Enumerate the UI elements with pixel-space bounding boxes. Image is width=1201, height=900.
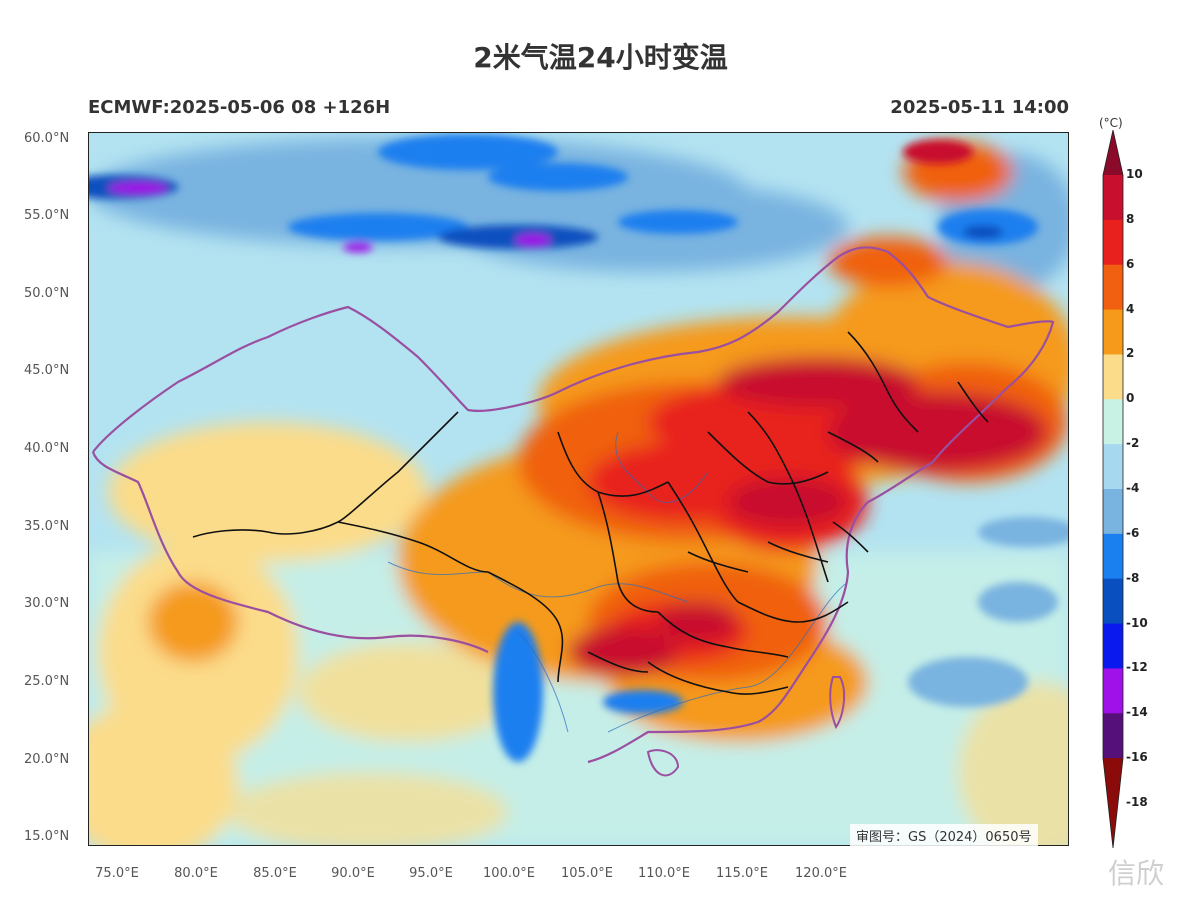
lat-label-40: 40.0°N — [24, 441, 70, 456]
lon-label-105: 105.0°E — [561, 866, 613, 881]
colorbar-segment — [1103, 533, 1123, 580]
colorbar-tick-label: -12 — [1126, 660, 1148, 675]
colorbar-tick-label: 8 — [1126, 211, 1135, 226]
colorbar-tick-label: -6 — [1126, 525, 1140, 540]
colorbar-segment — [1103, 354, 1123, 400]
colorbar-tick-label: 4 — [1126, 301, 1135, 316]
colorbar-tick-label: 6 — [1126, 256, 1135, 271]
colorbar-segment — [1103, 668, 1123, 714]
lon-label-80: 80.0°E — [174, 866, 218, 881]
map-approval-number: 审图号：GS（2024）0650号 — [850, 824, 1038, 847]
watermark: 信欣 — [1108, 857, 1165, 890]
lon-label-85: 85.0°E — [253, 866, 297, 881]
valid-time-label: 2025-05-11 14:00 — [890, 97, 1069, 118]
colorbar-segment — [1103, 489, 1123, 535]
colorbar-tick-label: -2 — [1126, 436, 1140, 451]
lat-label-20: 20.0°N — [24, 752, 70, 767]
colorbar-segment — [1103, 578, 1123, 625]
colorbar — [1102, 130, 1124, 848]
colorbar-tick-label: -14 — [1126, 705, 1148, 720]
lon-label-75: 75.0°E — [95, 866, 139, 881]
colorbar-segment — [1103, 264, 1123, 311]
lon-label-120: 120.0°E — [795, 866, 847, 881]
lat-label-15: 15.0°N — [24, 829, 70, 844]
colorbar-tick-label: -4 — [1126, 481, 1140, 495]
lon-label-100: 100.0°E — [483, 866, 535, 881]
lon-label-115: 115.0°E — [716, 866, 768, 881]
colorbar-tick-label: 2 — [1126, 346, 1135, 361]
colorbar-segment — [1103, 399, 1123, 445]
colorbar-tick-label: 10 — [1126, 167, 1143, 181]
lat-label-25: 25.0°N — [24, 674, 70, 689]
colorbar-tick-label: 0 — [1126, 391, 1135, 406]
colorbar-tick-label: -8 — [1126, 570, 1140, 585]
colorbar-tick-label: -16 — [1126, 750, 1148, 765]
lon-label-110: 110.0°E — [638, 866, 690, 881]
model-run-label: ECMWF:2025-05-06 08 +126H — [88, 97, 391, 118]
colorbar-segment — [1103, 444, 1123, 490]
colorbar-bottom-arrow — [1103, 758, 1123, 848]
colorbar-tick-label: -18 — [1126, 795, 1148, 809]
lat-label-35: 35.0°N — [24, 519, 70, 534]
colorbar-segment — [1103, 623, 1123, 669]
lat-label-50: 50.0°N — [24, 286, 70, 301]
colorbar-unit: (°C) — [1099, 116, 1123, 130]
colorbar-segment — [1103, 175, 1123, 221]
colorbar-top-arrow — [1103, 130, 1123, 175]
lat-label-55: 55.0°N — [24, 208, 70, 223]
lat-label-60: 60.0°N — [24, 131, 70, 146]
map-title: 2米气温24小时变温 — [473, 41, 728, 74]
lon-label-95: 95.0°E — [409, 866, 453, 881]
colorbar-segment — [1103, 713, 1123, 759]
lat-label-30: 30.0°N — [24, 596, 70, 611]
colorbar-tick-label: -10 — [1126, 615, 1148, 630]
lat-label-45: 45.0°N — [24, 363, 70, 378]
temperature-change-map — [88, 132, 1069, 846]
colorbar-segment — [1103, 309, 1123, 355]
colorbar-segment — [1103, 219, 1123, 266]
lon-label-90: 90.0°E — [331, 866, 375, 881]
